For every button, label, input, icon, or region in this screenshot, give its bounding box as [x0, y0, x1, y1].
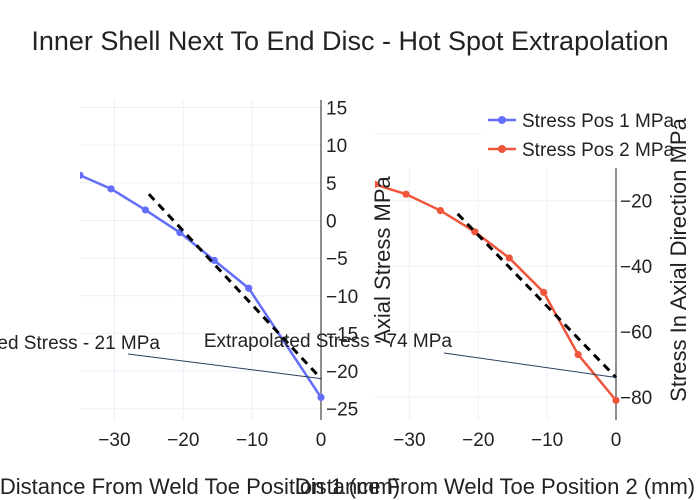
panel-2-data-point[interactable] — [436, 206, 445, 215]
panel-1-data-point[interactable] — [317, 393, 325, 402]
panel-2-x-tick-label: −20 — [462, 430, 494, 451]
panel-1-x-tick-label: −20 — [167, 430, 199, 451]
panel-2-extrapolation-line — [456, 212, 618, 379]
panel-1-data-point[interactable] — [141, 206, 150, 214]
panel-1-data-point[interactable] — [76, 171, 84, 179]
chart-title: Inner Shell Next To End Disc - Hot Spot … — [31, 26, 668, 56]
panel-2-data-point[interactable] — [540, 288, 548, 296]
panel-2-x-tick-label: −30 — [393, 430, 425, 451]
legend-label-pos-2: Stress Pos 2 MPa — [522, 140, 674, 161]
panel-1-extrapolation-line — [147, 193, 323, 380]
panel-1-series-1 — [76, 171, 325, 402]
legend: Stress Pos 1 MPa Stress Pos 2 MPa — [488, 111, 674, 161]
panel-1-x-tick-label: 0 — [316, 430, 327, 451]
panel-2-data-point[interactable] — [402, 190, 410, 198]
panel-2-series-1 — [371, 180, 620, 404]
panel-1-y-tick-label: 10 — [326, 136, 347, 157]
panel-1-series-line — [80, 174, 323, 399]
tick-labels: −30 −20 −10 0 15 10 5 0 −5 −10 −15 −20 −25 −30 −20 −10 0… — [98, 99, 652, 451]
panel-1-x-tick-label: −30 — [98, 430, 130, 451]
panel-1-y-tick-label: 0 — [326, 211, 337, 232]
panel-2-y-tick-label: −80 — [620, 388, 652, 409]
annotations: Extrapolated Stress - 21 MPa Extrapolated… — [0, 331, 617, 380]
panel-1-y-tick-label: −15 — [326, 324, 358, 345]
grid — [80, 100, 616, 420]
panel-2-y-tick-label: −20 — [620, 192, 652, 213]
panel-2-y-tick-label: −60 — [620, 323, 652, 344]
panel-1-y-tick-label: 15 — [326, 99, 347, 120]
panel-1-data-point[interactable] — [210, 256, 218, 264]
zero-lines — [320, 100, 617, 420]
panel-2-annotation-arrow — [443, 352, 617, 378]
panel-2-x-tick-label: 0 — [611, 430, 622, 451]
panel-2-data-point[interactable] — [612, 396, 620, 404]
x-axis-title-panel-2: Distance From Weld Toe Position 2 (mm) — [295, 474, 695, 499]
legend-item-pos-1[interactable]: Stress Pos 1 MPa — [488, 111, 674, 132]
panel-2-data-point[interactable] — [574, 350, 582, 359]
panel-1-y-tick-label: −10 — [326, 287, 358, 308]
panel-2-y-tick-label: −40 — [620, 257, 652, 278]
panel-2-x-tick-label: −10 — [531, 430, 563, 451]
panel-1-x-tick-label: −10 — [236, 430, 268, 451]
panel-1-y-tick-label: −25 — [326, 400, 358, 421]
extrapolation-lines — [147, 193, 618, 380]
panel-1-y-tick-label: −20 — [326, 362, 358, 383]
panel-2-data-point[interactable] — [471, 228, 479, 236]
legend-marker-pos-1 — [498, 116, 506, 124]
legend-marker-pos-2 — [498, 145, 506, 153]
panel-1-annotation-arrow — [127, 353, 322, 380]
panel-1-data-point[interactable] — [107, 185, 115, 193]
panel-1-y-tick-label: −5 — [326, 249, 348, 270]
y-axis-title-secondary: Stress In Axial Direction MPa — [666, 117, 691, 401]
panel-1-data-point[interactable] — [245, 284, 253, 292]
panel-2-series-line — [375, 183, 617, 402]
panel-2-data-point[interactable] — [371, 180, 379, 188]
panel-2-annotation-text: Extrapolated Stress - 74 MPa — [204, 331, 453, 352]
legend-label-pos-1: Stress Pos 1 MPa — [522, 111, 674, 132]
x-axis-title-panel-1: Distance From Weld Toe Position 1 (mm) — [0, 474, 400, 499]
panel-1-y-tick-label: 5 — [326, 174, 337, 195]
y-axis-title-panel-2: Axial Stress MPa — [370, 175, 395, 343]
panel-1-annotation-text: Extrapolated Stress - 21 MPa — [0, 333, 160, 354]
panel-2-data-point[interactable] — [505, 254, 513, 262]
legend-item-pos-2[interactable]: Stress Pos 2 MPa — [488, 140, 674, 161]
